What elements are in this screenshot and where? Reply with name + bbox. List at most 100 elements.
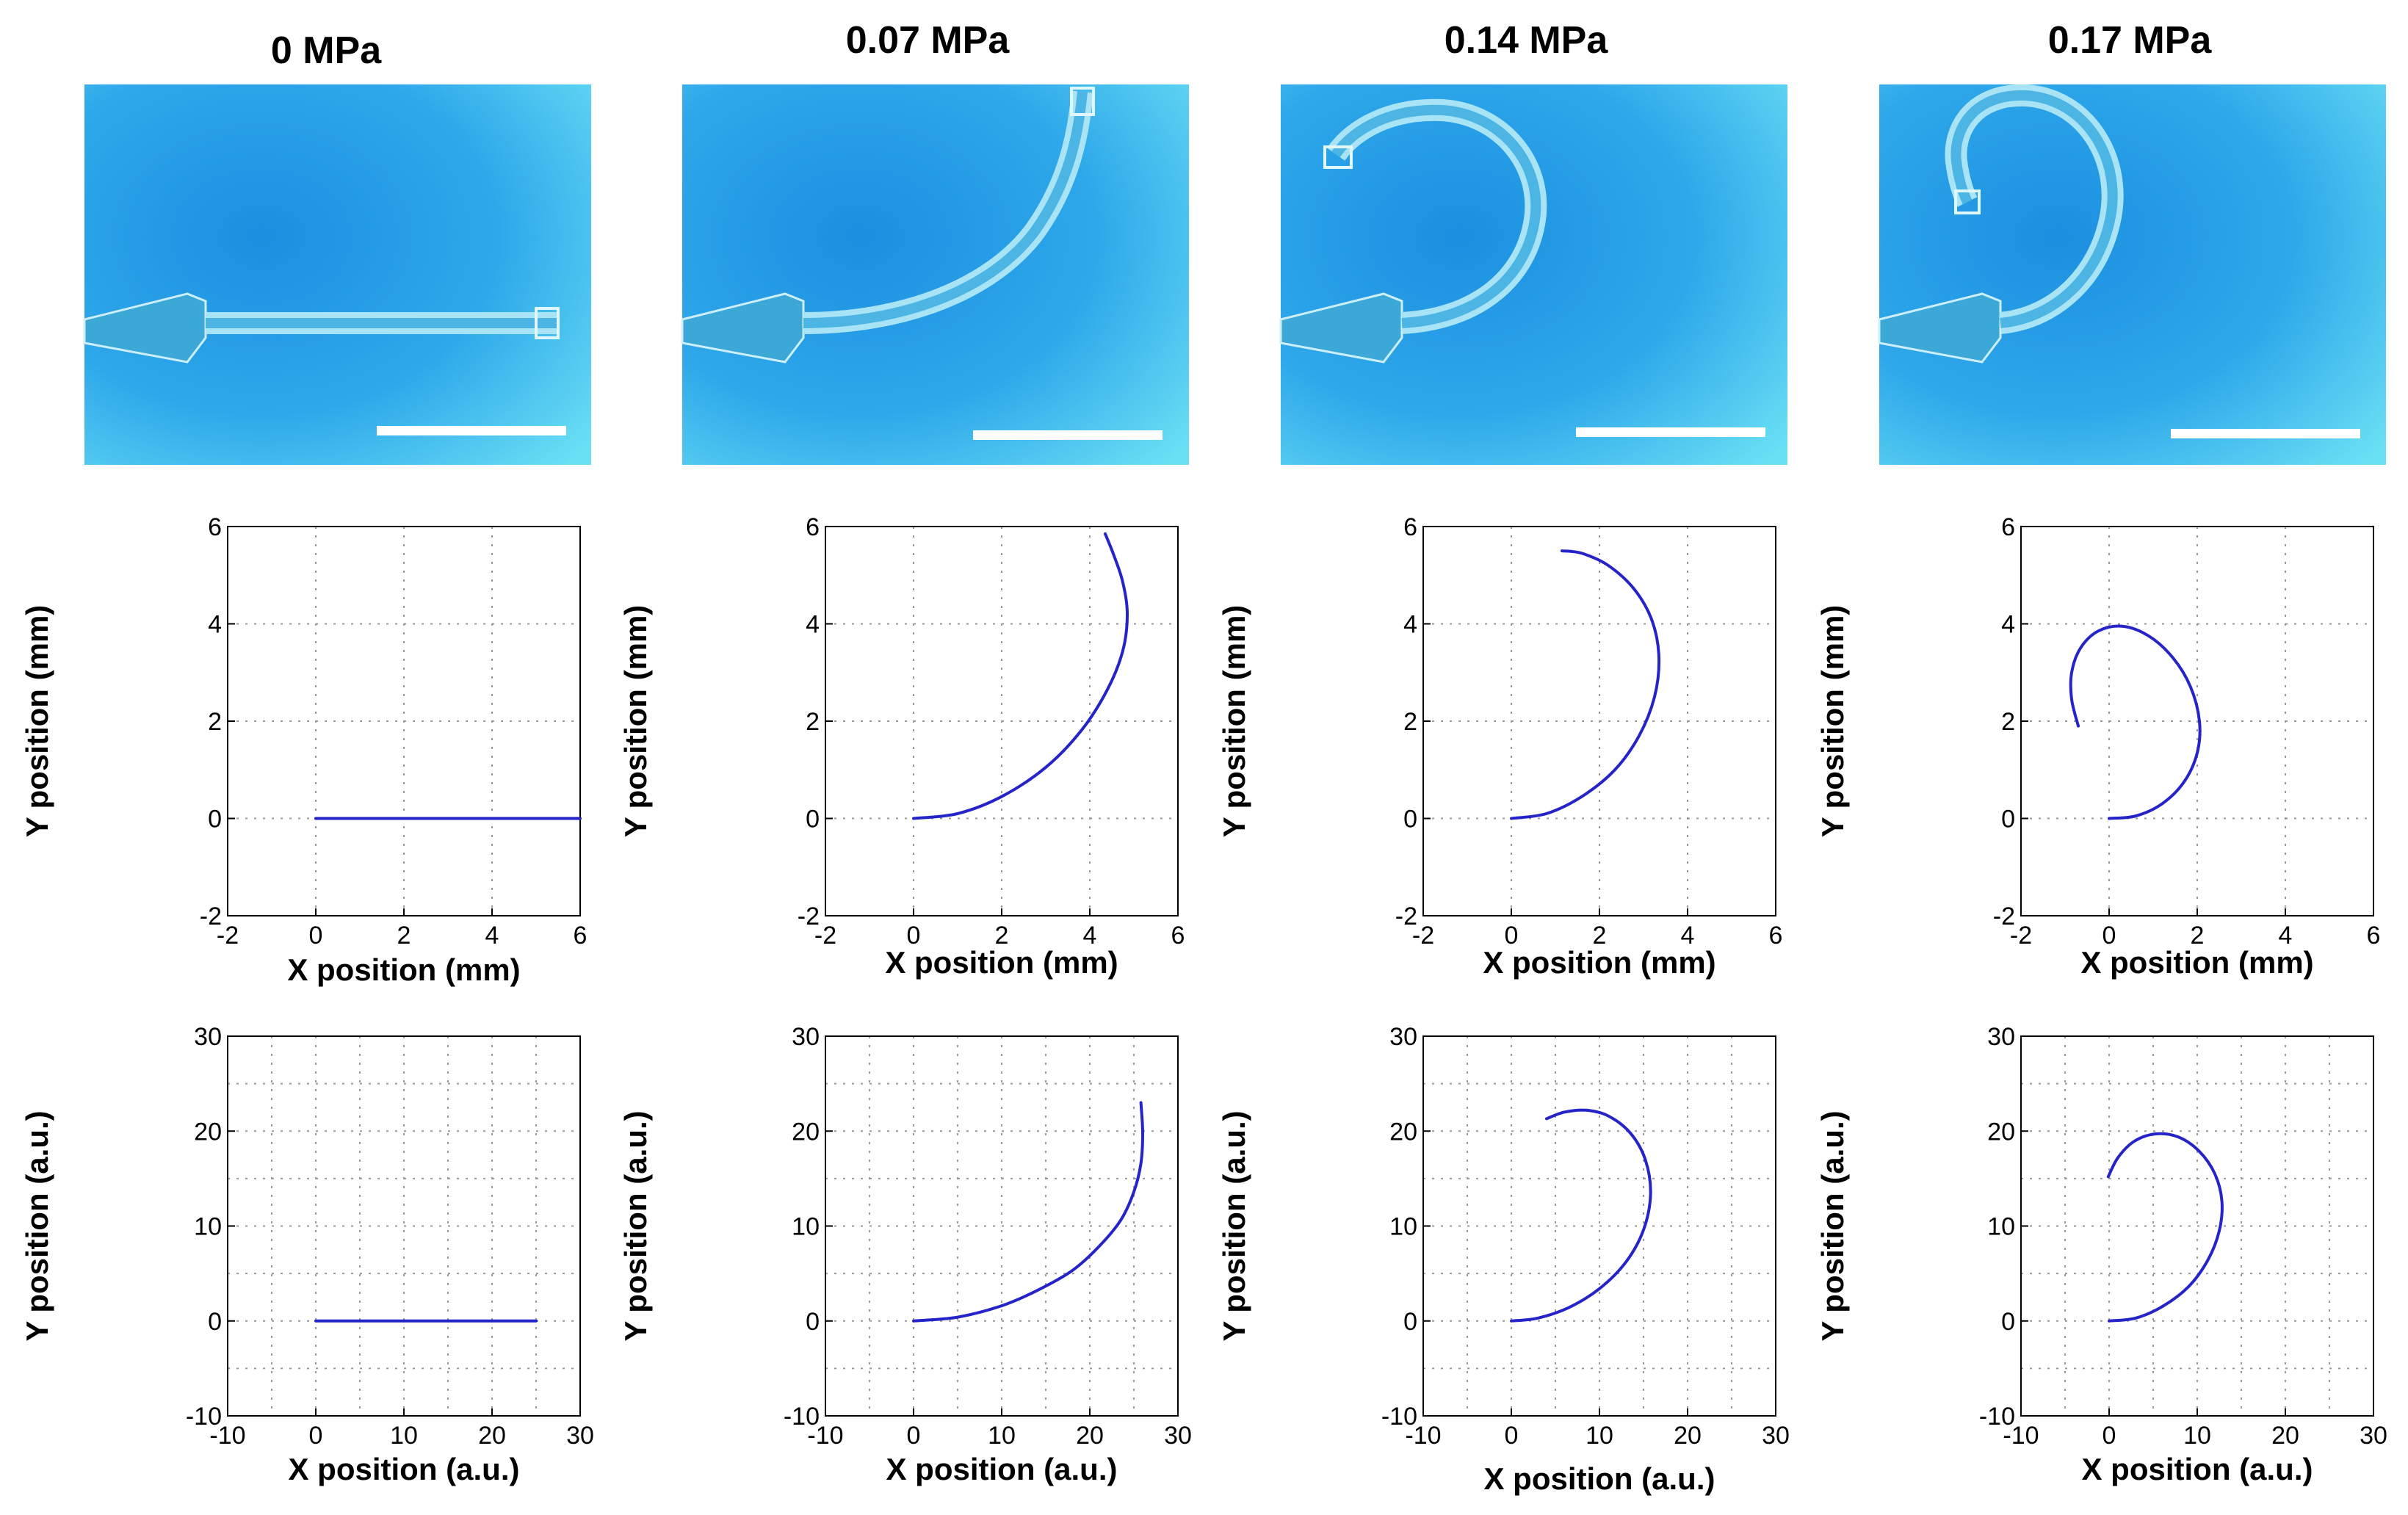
y-tick-label: 20	[194, 1118, 222, 1146]
series-line-0	[2106, 1132, 2224, 1323]
x-tick-label: -2	[217, 922, 239, 950]
series-line-0	[2069, 624, 2202, 820]
y-axis-label: Y position (a.u.)	[1217, 1110, 1251, 1341]
x-tick-label: 0	[2103, 922, 2116, 950]
y-tick-label: 20	[1987, 1118, 2015, 1146]
actuator-body-edge	[803, 91, 1088, 328]
actuator-tip	[1323, 145, 1353, 169]
scale-bar	[377, 426, 566, 435]
photo-background	[84, 84, 591, 465]
photo-1	[681, 84, 1189, 465]
series-line-0	[1510, 1108, 1652, 1323]
y-tick-label: 6	[806, 513, 820, 541]
series-line-0	[912, 532, 1129, 820]
y-tick-label: -10	[1381, 1403, 1417, 1431]
y-tick-label: 2	[1403, 708, 1417, 736]
y-axis-label: Y position (a.u.)	[20, 1110, 54, 1341]
actuator-body-edge	[1331, 104, 1541, 328]
x-tick-label: 0	[309, 922, 323, 950]
x-tick-label: 0	[309, 1422, 323, 1450]
x-axis-label: X position (a.u.)	[289, 1452, 520, 1486]
chart-mm-1: -2 0 2 4 6 -2 0 2 4 6 X position (mm) Y position (m…	[618, 513, 1185, 980]
x-tick-label: 2	[2191, 922, 2205, 950]
y-axis-label: Y position (a.u.)	[1815, 1110, 1850, 1341]
x-tick-label: 6	[1171, 922, 1185, 950]
x-tick-label: 20	[478, 1422, 506, 1450]
x-tick-label: 6	[574, 922, 587, 950]
x-tick-label: 4	[1681, 922, 1695, 950]
y-tick-label: 2	[806, 708, 820, 736]
photo-2	[1279, 84, 1787, 465]
pressure-header-3: 0.17 MPa	[2048, 19, 2213, 62]
x-tick-label: 20	[1076, 1422, 1104, 1450]
x-axis-label: X position (mm)	[287, 952, 520, 987]
y-tick-label: -2	[798, 903, 820, 930]
y-tick-label: 10	[194, 1213, 222, 1241]
y-tick-label: 30	[792, 1023, 820, 1051]
y-tick-label: 10	[1987, 1213, 2015, 1241]
x-tick-label: 0	[1505, 922, 1519, 950]
x-tick-label: 0	[2103, 1422, 2116, 1450]
y-tick-label: 4	[1403, 611, 1417, 639]
y-tick-label: -2	[1395, 903, 1417, 930]
x-tick-label: 6	[1769, 922, 1783, 950]
x-tick-label: -10	[807, 1422, 843, 1450]
chart-au-2: -10 0 10 20 30 -10 0 10 20 30 X position (a.u.) Y p…	[1217, 1023, 1790, 1496]
x-tick-label: -10	[2003, 1422, 2039, 1450]
scale-bar	[973, 430, 1163, 440]
photo-0	[83, 84, 591, 465]
y-axis-label: Y position (mm)	[618, 605, 653, 838]
chart-au-3: -10 0 10 20 30 -10 0 10 20 30 X position (a.u.) Y p…	[1815, 1023, 2387, 1486]
x-axis-label: X position (a.u.)	[1484, 1461, 1715, 1496]
catheter-shaft	[1878, 292, 2002, 364]
x-tick-label: 10	[1586, 1422, 1613, 1450]
series-line-0	[1510, 549, 1661, 820]
y-tick-label: 2	[2001, 708, 2015, 736]
y-tick-label: 6	[208, 513, 222, 541]
y-tick-label: -2	[200, 903, 222, 930]
x-axis-label: X position (mm)	[1483, 945, 1715, 980]
photo-3	[1878, 84, 2386, 465]
actuator-body-edge	[1950, 90, 2118, 328]
pressure-header-0: 0 MPa	[271, 29, 382, 72]
catheter-shaft	[1279, 292, 1403, 364]
x-tick-label: 10	[988, 1422, 1016, 1450]
y-tick-label: 20	[1389, 1118, 1417, 1146]
actuator-tip	[1954, 189, 1981, 214]
y-tick-label: 10	[792, 1213, 820, 1241]
y-tick-label: 2	[208, 708, 222, 736]
x-axis-label: X position (a.u.)	[886, 1452, 1118, 1486]
x-axis-label: X position (mm)	[885, 945, 1118, 980]
x-axis-label: X position (mm)	[2080, 945, 2313, 980]
x-tick-label: -10	[209, 1422, 245, 1450]
x-tick-label: 10	[390, 1422, 418, 1450]
x-tick-label: 4	[485, 922, 499, 950]
x-tick-label: 0	[907, 922, 921, 950]
x-tick-label: -2	[1412, 922, 1434, 950]
pressure-header-2: 0.14 MPa	[1445, 19, 1609, 62]
x-tick-label: 4	[2279, 922, 2293, 950]
y-tick-label: 10	[1389, 1213, 1417, 1241]
y-axis-label: Y position (mm)	[1815, 605, 1850, 838]
pressure-header-1: 0.07 MPa	[846, 19, 1010, 62]
chart-mm-2: -2 0 2 4 6 -2 0 2 4 6 X position (mm) Y position (m…	[1217, 513, 1782, 980]
y-tick-label: -10	[784, 1403, 820, 1431]
catheter-shaft	[681, 292, 805, 364]
x-tick-label: -2	[2010, 922, 2032, 950]
catheter-shaft	[83, 292, 207, 364]
y-axis-label: Y position (a.u.)	[618, 1110, 653, 1341]
y-tick-label: -10	[186, 1403, 222, 1431]
photo-background	[1281, 84, 1787, 465]
y-axis-label: Y position (mm)	[1217, 605, 1251, 838]
y-tick-label: 30	[1389, 1023, 1417, 1051]
y-tick-label: 6	[2001, 513, 2015, 541]
x-axis-label: X position (a.u.)	[2082, 1452, 2313, 1486]
y-tick-label: 4	[806, 611, 820, 639]
y-tick-label: 4	[2001, 611, 2015, 639]
actuator-tip	[535, 307, 560, 339]
x-tick-label: 20	[1674, 1422, 1702, 1450]
chart-au-1: -10 0 10 20 30 -10 0 10 20 30 X position (a.u.) Y p…	[618, 1023, 1192, 1486]
x-tick-label: 0	[907, 1422, 921, 1450]
y-tick-label: 0	[806, 806, 820, 834]
x-tick-label: 2	[995, 922, 1009, 950]
